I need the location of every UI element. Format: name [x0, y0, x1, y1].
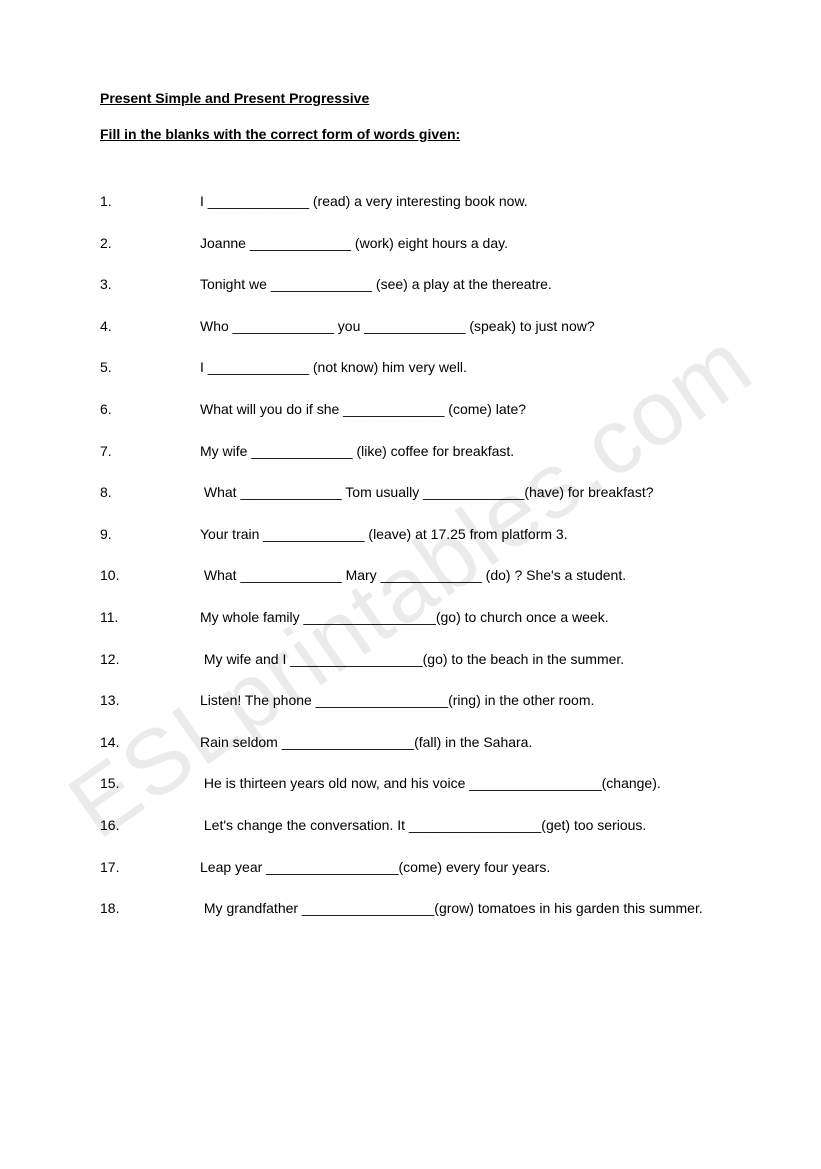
- question-text: I _____________ (read) a very interestin…: [200, 193, 528, 209]
- question-item: 8. What _____________ Tom usually ______…: [100, 483, 721, 503]
- question-number: 7.: [100, 442, 200, 462]
- question-text: Who _____________ you _____________ (spe…: [200, 318, 595, 334]
- question-text: He is thirteen years old now, and his vo…: [200, 775, 661, 791]
- question-text: My wife and I _________________(go) to t…: [200, 651, 624, 667]
- question-item: 10. What _____________ Mary ____________…: [100, 566, 721, 586]
- question-item: 6.What will you do if she _____________ …: [100, 400, 721, 420]
- question-text: Rain seldom _________________(fall) in t…: [200, 734, 532, 750]
- question-text: Tonight we _____________ (see) a play at…: [200, 276, 552, 292]
- question-number: 18.: [100, 899, 200, 919]
- question-number: 6.: [100, 400, 200, 420]
- question-item: 9.Your train _____________ (leave) at 17…: [100, 525, 721, 545]
- question-number: 2.: [100, 234, 200, 254]
- question-number: 17.: [100, 858, 200, 878]
- question-text: What will you do if she _____________ (c…: [200, 401, 526, 417]
- question-item: 16. Let's change the conversation. It __…: [100, 816, 721, 836]
- question-text: Leap year _________________(come) every …: [200, 859, 550, 875]
- question-number: 8.: [100, 483, 200, 503]
- question-number: 3.: [100, 275, 200, 295]
- question-text: Let's change the conversation. It ______…: [200, 817, 646, 833]
- worksheet-page: Present Simple and Present Progressive F…: [0, 0, 821, 991]
- question-item: 7.My wife _____________ (like) coffee fo…: [100, 442, 721, 462]
- question-item: 14.Rain seldom _________________(fall) i…: [100, 733, 721, 753]
- question-list: 1.I _____________ (read) a very interest…: [100, 192, 721, 919]
- question-item: 12. My wife and I _________________(go) …: [100, 650, 721, 670]
- question-item: 15. He is thirteen years old now, and hi…: [100, 774, 721, 794]
- question-item: 4.Who _____________ you _____________ (s…: [100, 317, 721, 337]
- question-item: 2.Joanne _____________ (work) eight hour…: [100, 234, 721, 254]
- question-item: 5.I _____________ (not know) him very we…: [100, 358, 721, 378]
- question-text: What _____________ Tom usually _________…: [200, 484, 654, 500]
- question-text: My whole family _________________(go) to…: [200, 609, 609, 625]
- question-number: 16.: [100, 816, 200, 836]
- question-text: My grandfather _________________(grow) t…: [200, 900, 703, 916]
- question-number: 1.: [100, 192, 200, 212]
- question-text: Listen! The phone _________________(ring…: [200, 692, 594, 708]
- question-number: 10.: [100, 566, 200, 586]
- question-number: 11.: [100, 608, 200, 628]
- question-number: 15.: [100, 774, 200, 794]
- question-text: Your train _____________ (leave) at 17.2…: [200, 526, 568, 542]
- page-title: Present Simple and Present Progressive: [100, 90, 721, 106]
- question-number: 12.: [100, 650, 200, 670]
- question-item: 11.My whole family _________________(go)…: [100, 608, 721, 628]
- question-item: 3.Tonight we _____________ (see) a play …: [100, 275, 721, 295]
- question-text: What _____________ Mary _____________ (d…: [200, 567, 626, 583]
- question-number: 5.: [100, 358, 200, 378]
- question-text: Joanne _____________ (work) eight hours …: [200, 235, 508, 251]
- page-subtitle: Fill in the blanks with the correct form…: [100, 126, 721, 142]
- question-number: 13.: [100, 691, 200, 711]
- question-item: 13.Listen! The phone _________________(r…: [100, 691, 721, 711]
- question-item: 18. My grandfather _________________(gro…: [100, 899, 721, 919]
- question-number: 14.: [100, 733, 200, 753]
- question-number: 4.: [100, 317, 200, 337]
- question-number: 9.: [100, 525, 200, 545]
- question-item: 17.Leap year _________________(come) eve…: [100, 858, 721, 878]
- question-text: My wife _____________ (like) coffee for …: [200, 443, 514, 459]
- question-text: I _____________ (not know) him very well…: [200, 359, 467, 375]
- question-item: 1.I _____________ (read) a very interest…: [100, 192, 721, 212]
